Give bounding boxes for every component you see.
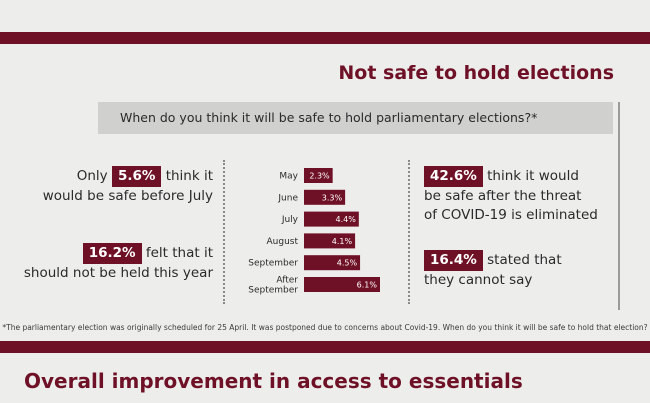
right-rule [618,102,620,310]
stat-d-line2: they cannot say [424,272,533,288]
bar-august [304,233,356,249]
section-divider-top [0,32,650,44]
election-timing-bar-chart: 2.3% May 3.3% June 4.4% July 4.1% August 4.5% Sep… [248,168,380,296]
bar-value-label: 2.3% [309,172,330,181]
stat-c-post: think it would [487,168,579,184]
stat-a-line2: would be safe before July [42,188,213,204]
stat-a-post: think it [165,168,213,184]
category-label: August [267,237,299,247]
section-title: Not safe to hold elections [338,62,614,84]
category-label: June [277,193,298,203]
top-strip [0,0,650,32]
question-box: When do you think it will be safe to hol… [98,102,613,134]
stat-a-value: 5.6% [111,166,162,187]
right-divider [408,160,410,304]
bar-value-label: 4.1% [332,237,353,246]
bar-value-label: 3.3% [322,193,343,202]
stat-after-covid: 42.6% think it would be safe after the t… [424,166,598,225]
stat-c-line3: of COVID-19 is eliminated [424,207,598,223]
bar-value-label: 4.4% [335,215,356,224]
bar-june [304,189,346,205]
category-label: September [248,259,298,269]
stat-not-this-year: 16.2% felt that it should not be held th… [24,243,213,283]
left-divider [223,160,225,304]
stat-c-value: 42.6% [424,166,483,187]
category-label: July [281,215,299,225]
footnote: *The parliamentary election was original… [2,323,648,332]
category-label: After September [248,276,298,296]
bar-july [304,211,359,227]
stat-cannot-say: 16.4% stated that they cannot say [424,250,562,290]
stat-d-value: 16.4% [424,250,483,271]
category-label: May [279,172,298,182]
section-divider-bottom [0,341,650,353]
bar-value-label: 4.5% [337,259,358,268]
bar-after-september [304,277,380,292]
stat-before-july: Only 5.6% think it would be safe before … [43,166,213,206]
stat-c-line2: be safe after the threat [424,188,582,204]
next-section-title: Overall improvement in access to essenti… [24,369,523,393]
bar-september [304,255,361,271]
stat-b-value: 16.2% [82,243,142,264]
stat-b-post: felt that it [145,245,213,261]
stat-d-post: stated that [487,252,562,268]
bar-may [304,168,333,183]
bar-value-label: 6.1% [357,281,378,290]
stat-a-pre: Only [76,168,108,184]
stat-b-line2: should not be held this year [23,265,213,281]
